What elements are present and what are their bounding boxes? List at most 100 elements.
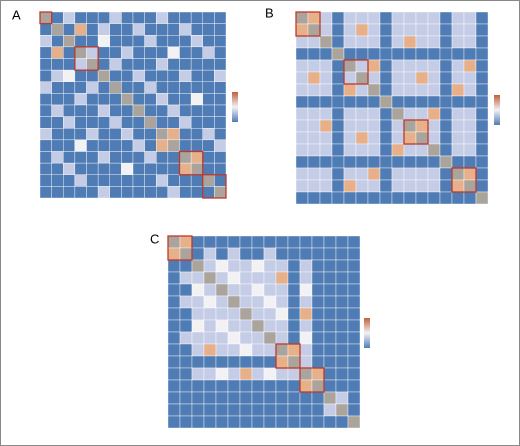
heatmap-cell [331,155,345,169]
heatmap-cell [451,95,465,109]
heatmap-cell [323,403,337,417]
heatmap-cell [367,131,381,145]
heatmap-cell [391,35,405,49]
heatmap-cell [343,59,357,73]
heatmap-cell [275,379,289,393]
heatmap-cell [74,104,87,117]
heatmap-cell [156,116,169,129]
heatmap-cell [343,119,357,133]
heatmap-cell [97,116,110,129]
heatmap-cell [323,271,337,285]
heatmap-cell [132,35,145,48]
heatmap-cell [355,59,369,73]
heatmap-cell [379,167,393,181]
heatmap-cell [167,307,181,321]
heatmap-cell [97,162,110,175]
heatmap-cell [439,107,453,121]
heatmap-cell [367,191,381,205]
heatmap-cell [39,23,52,36]
heatmap-cell [347,247,361,261]
panel-label: C [150,231,159,246]
heatmap-cell [51,186,64,199]
heatmap-cell [179,93,192,106]
heatmap-cell [144,11,157,24]
heatmap-cell [307,119,321,133]
heatmap-cell [343,179,357,193]
heatmap-cell [179,391,193,405]
heatmap-cell [167,259,181,273]
heatmap-cell [39,139,52,152]
heatmap-cell [319,59,333,73]
heatmap-cell [439,35,453,49]
heatmap-cell [167,93,180,106]
heatmap-cell [287,379,301,393]
heatmap-cell [167,81,180,94]
heatmap-cell [379,95,393,109]
heatmap-cell [463,131,477,145]
heatmap-cell [121,69,134,82]
heatmap-cell [109,69,122,82]
heatmap-cell [319,23,333,37]
heatmap-cell [295,155,309,169]
heatmap-cell [415,11,429,25]
heatmap-cell [439,179,453,193]
heatmap-cell [202,162,215,175]
heatmap-cell [156,162,169,175]
heatmap-cell [214,139,227,152]
heatmap-cell [439,95,453,109]
heatmap-cell [97,11,110,24]
heatmap-cell [379,23,393,37]
heatmap-cell [347,391,361,405]
heatmap-cell [335,319,349,333]
heatmap-cell [311,307,325,321]
heatmap-cell [109,104,122,117]
heatmap-cell [403,23,417,37]
heatmap-cell [86,186,99,199]
highlight-box [178,150,204,176]
heatmap-cell [367,107,381,121]
color-legend [364,318,370,348]
heatmap-cell [132,81,145,94]
heatmap-cell [191,271,205,285]
heatmap-cell [307,11,321,25]
heatmap-cell [299,343,313,357]
heatmap-cell [287,307,301,321]
heatmap-cell [215,295,229,309]
color-legend [494,95,500,125]
heatmap-cell [203,379,217,393]
heatmap-cell [132,139,145,152]
heatmap-cell [39,104,52,117]
heatmap-cell [227,379,241,393]
heatmap-cell [439,71,453,85]
heatmap-cell [331,107,345,121]
heatmap-cell [109,23,122,36]
heatmap-cell [379,35,393,49]
heatmap-cell [307,59,321,73]
heatmap-cell [463,47,477,61]
heatmap-cell [475,167,489,181]
heatmap-cell [335,307,349,321]
heatmap-cell [475,107,489,121]
heatmap-cell [367,119,381,133]
heatmap-cell [202,139,215,152]
heatmap-cell [179,331,193,345]
heatmap-cell [311,319,325,333]
heatmap-cell [51,81,64,94]
heatmap-cell [451,167,465,181]
heatmap-cell [355,155,369,169]
heatmap-cell [295,119,309,133]
heatmap-cell [319,143,333,157]
heatmap-cell [287,343,301,357]
heatmap-cell [227,271,241,285]
heatmap-cell [355,47,369,61]
heatmap-cell [427,119,441,133]
heatmap-cell [156,23,169,36]
heatmap-cell [391,59,405,73]
heatmap-cell [307,35,321,49]
heatmap-cell [121,139,134,152]
heatmap-cell [74,11,87,24]
heatmap-cell [263,259,277,273]
heatmap-cell [86,93,99,106]
heatmap-cell [144,174,157,187]
heatmap-cell [167,151,180,164]
